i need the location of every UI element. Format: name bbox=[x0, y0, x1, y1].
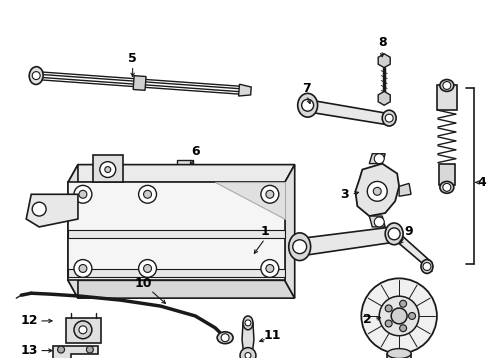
Ellipse shape bbox=[382, 110, 396, 126]
Polygon shape bbox=[378, 54, 390, 68]
Circle shape bbox=[385, 320, 392, 327]
Circle shape bbox=[385, 305, 392, 312]
Polygon shape bbox=[369, 216, 385, 227]
Circle shape bbox=[245, 320, 251, 326]
Bar bbox=[387, 354, 411, 360]
Polygon shape bbox=[239, 84, 251, 96]
Text: 4: 4 bbox=[477, 176, 486, 189]
Text: 9: 9 bbox=[405, 225, 414, 238]
Bar bbox=[181, 170, 189, 177]
Polygon shape bbox=[298, 227, 432, 271]
Text: 3: 3 bbox=[340, 188, 349, 201]
Text: 1: 1 bbox=[261, 225, 270, 238]
Circle shape bbox=[391, 308, 407, 324]
Text: 8: 8 bbox=[378, 36, 387, 49]
Ellipse shape bbox=[421, 260, 433, 273]
Circle shape bbox=[105, 167, 111, 172]
Polygon shape bbox=[355, 163, 399, 216]
Circle shape bbox=[57, 346, 65, 353]
Circle shape bbox=[74, 260, 92, 277]
Circle shape bbox=[32, 202, 46, 216]
Text: 10: 10 bbox=[135, 277, 152, 290]
Circle shape bbox=[79, 265, 87, 273]
Text: 7: 7 bbox=[302, 82, 311, 95]
Text: 13: 13 bbox=[21, 344, 38, 357]
Text: 2: 2 bbox=[363, 314, 372, 327]
Circle shape bbox=[261, 260, 279, 277]
Circle shape bbox=[261, 185, 279, 203]
Circle shape bbox=[302, 99, 314, 111]
Circle shape bbox=[240, 348, 256, 360]
Ellipse shape bbox=[387, 348, 411, 359]
Text: 12: 12 bbox=[21, 314, 38, 327]
Text: 11: 11 bbox=[263, 329, 281, 342]
Circle shape bbox=[388, 228, 400, 240]
Ellipse shape bbox=[440, 181, 454, 193]
Circle shape bbox=[368, 181, 387, 201]
Ellipse shape bbox=[298, 93, 318, 117]
Polygon shape bbox=[53, 346, 98, 360]
Circle shape bbox=[100, 162, 116, 177]
Polygon shape bbox=[68, 183, 285, 280]
Ellipse shape bbox=[385, 223, 403, 245]
Circle shape bbox=[443, 81, 451, 89]
Polygon shape bbox=[133, 76, 146, 90]
Polygon shape bbox=[285, 165, 294, 298]
Bar bbox=[437, 85, 457, 110]
Polygon shape bbox=[378, 91, 390, 105]
Circle shape bbox=[266, 265, 274, 273]
Ellipse shape bbox=[440, 80, 454, 91]
Ellipse shape bbox=[217, 332, 233, 344]
Bar bbox=[66, 318, 101, 343]
Circle shape bbox=[139, 260, 156, 277]
Ellipse shape bbox=[29, 67, 43, 85]
Circle shape bbox=[86, 346, 94, 353]
Polygon shape bbox=[369, 154, 385, 163]
Circle shape bbox=[379, 296, 419, 336]
Circle shape bbox=[266, 190, 274, 198]
Circle shape bbox=[32, 72, 40, 80]
Text: 6: 6 bbox=[191, 145, 199, 158]
Circle shape bbox=[245, 352, 251, 359]
Polygon shape bbox=[68, 230, 285, 238]
Polygon shape bbox=[399, 183, 411, 196]
Polygon shape bbox=[93, 155, 122, 183]
Circle shape bbox=[293, 240, 307, 254]
Polygon shape bbox=[242, 323, 254, 356]
Circle shape bbox=[139, 185, 156, 203]
Circle shape bbox=[400, 325, 407, 332]
Polygon shape bbox=[26, 194, 78, 227]
Circle shape bbox=[374, 217, 384, 227]
Bar bbox=[439, 163, 455, 185]
Circle shape bbox=[374, 154, 384, 163]
Circle shape bbox=[409, 312, 416, 319]
Circle shape bbox=[144, 190, 151, 198]
Circle shape bbox=[373, 187, 381, 195]
Polygon shape bbox=[68, 270, 285, 277]
Circle shape bbox=[423, 262, 431, 270]
Circle shape bbox=[74, 185, 92, 203]
Circle shape bbox=[79, 326, 87, 334]
Bar bbox=[177, 160, 193, 170]
Polygon shape bbox=[68, 165, 294, 183]
Polygon shape bbox=[68, 280, 294, 298]
Circle shape bbox=[400, 300, 407, 307]
Polygon shape bbox=[215, 183, 285, 219]
Circle shape bbox=[385, 114, 393, 122]
Polygon shape bbox=[305, 99, 393, 125]
Ellipse shape bbox=[289, 233, 311, 261]
Polygon shape bbox=[68, 165, 78, 298]
Ellipse shape bbox=[243, 316, 253, 330]
Circle shape bbox=[74, 321, 92, 339]
Circle shape bbox=[79, 190, 87, 198]
Text: 5: 5 bbox=[128, 52, 137, 65]
Circle shape bbox=[144, 265, 151, 273]
Circle shape bbox=[361, 278, 437, 354]
Circle shape bbox=[221, 334, 229, 342]
Circle shape bbox=[443, 183, 451, 191]
